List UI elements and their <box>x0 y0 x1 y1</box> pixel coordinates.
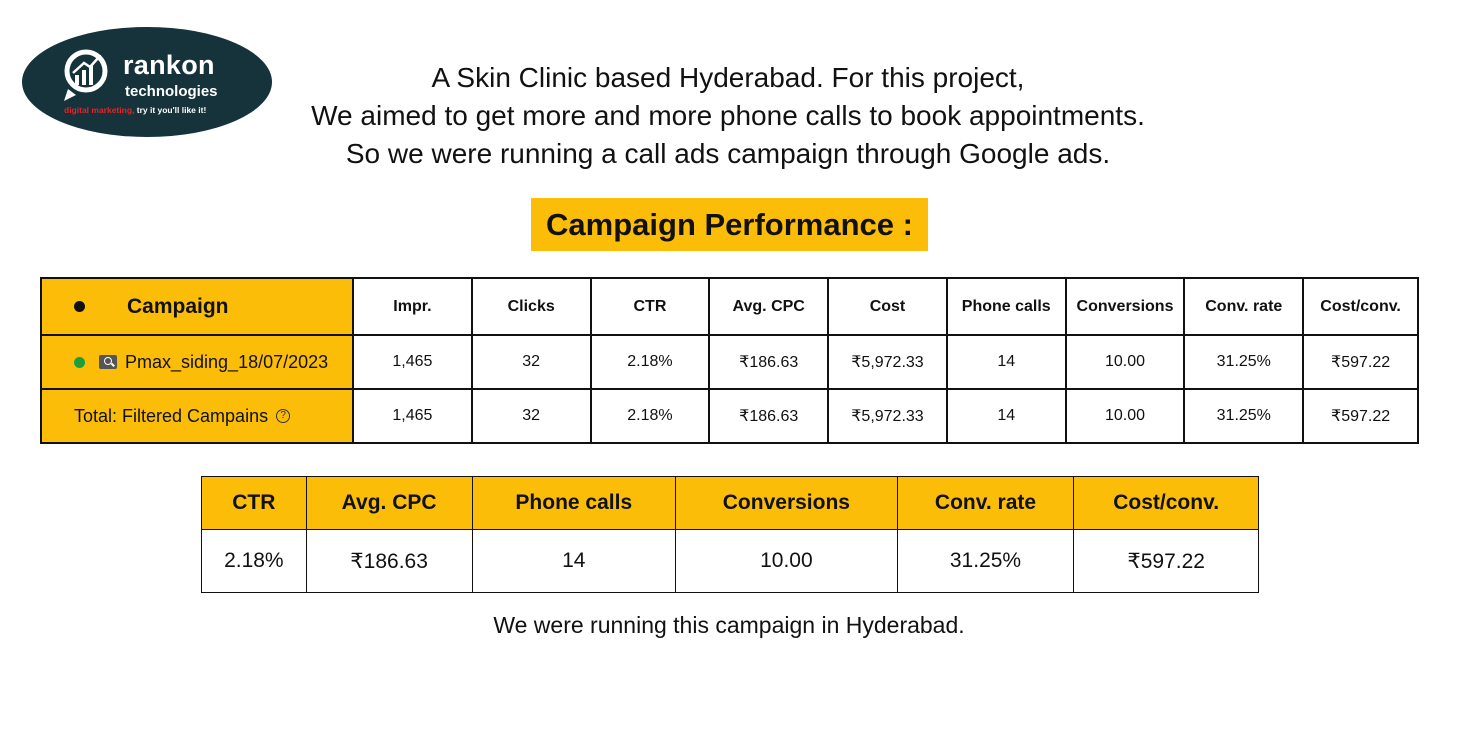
intro-line: A Skin Clinic based Hyderabad. For this … <box>431 62 1025 93</box>
total-cell: Total: Filtered Campains ? <box>39 388 355 444</box>
cell-impressions: 1,465 <box>352 388 473 444</box>
column-header: Cost <box>827 277 948 336</box>
column-header: Clicks <box>470 277 592 336</box>
logo-tagline: digital marketing, try it you'll like it… <box>64 105 206 115</box>
total-label: Total: Filtered Campains <box>74 405 269 426</box>
cell-impressions: 1,465 <box>352 334 473 390</box>
cell-clicks: 32 <box>470 388 592 444</box>
intro-line: We aimed to get more and more phone call… <box>311 100 1145 131</box>
logo-tagline-rest: try it you'll like it! <box>134 105 207 115</box>
enabled-status-icon <box>74 356 85 368</box>
summary-header: Conv. rate <box>896 476 1075 530</box>
summary-value: 14 <box>471 529 677 593</box>
table-row: Pmax_siding_18/07/2023 1,465 32 2.18% ₹1… <box>39 334 1419 390</box>
cell-ctr: 2.18% <box>589 334 711 390</box>
summary-value: 10.00 <box>675 529 898 593</box>
column-header: Phone calls <box>945 277 1067 336</box>
campaign-cell[interactable]: Pmax_siding_18/07/2023 <box>39 334 355 390</box>
summary-value: ₹186.63 <box>305 529 473 593</box>
summary-header: CTR <box>201 476 307 530</box>
footer-note: We were running this campaign in Hyderab… <box>493 612 965 638</box>
column-header: Conversions <box>1064 277 1186 336</box>
cell-avg-cpc: ₹186.63 <box>708 388 830 444</box>
column-header: CTR <box>589 277 711 336</box>
cell-conv-rate: 31.25% <box>1183 388 1305 444</box>
status-dot-icon <box>74 301 85 312</box>
cell-cost: ₹5,972.33 <box>827 388 948 444</box>
cell-phone-calls: 14 <box>945 334 1067 390</box>
cell-ctr: 2.18% <box>589 388 711 444</box>
intro-text: A Skin Clinic based Hyderabad. For this … <box>0 59 1456 173</box>
column-header: Impr. <box>352 277 473 336</box>
section-title: Campaign Performance : <box>531 198 928 251</box>
intro-line: So we were running a call ads campaign t… <box>345 138 1111 169</box>
summary-table: CTR Avg. CPC Phone calls Conversions Con… <box>201 476 1259 593</box>
cell-cost-per-conv: ₹597.22 <box>1302 388 1419 444</box>
column-header: Avg. CPC <box>708 277 830 336</box>
cell-conversions: 10.00 <box>1064 334 1186 390</box>
column-header: Cost/conv. <box>1302 277 1419 336</box>
column-header-label: Campaign <box>127 294 229 318</box>
column-header: Conv. rate <box>1183 277 1305 336</box>
cell-cost: ₹5,972.33 <box>827 334 948 390</box>
summary-value: 2.18% <box>201 529 307 593</box>
cell-avg-cpc: ₹186.63 <box>708 334 830 390</box>
summary-header: Cost/conv. <box>1073 476 1259 530</box>
campaign-name: Pmax_siding_18/07/2023 <box>125 351 329 372</box>
search-campaign-icon <box>99 355 117 369</box>
summary-header: Avg. CPC <box>305 476 473 530</box>
column-header-campaign: Campaign <box>39 277 355 336</box>
cell-clicks: 32 <box>470 334 592 390</box>
company-logo: rankon technologies digital marketing, t… <box>22 27 272 137</box>
table-header-row: Campaign Impr. Clicks CTR Avg. CPC Cost … <box>39 277 1419 336</box>
summary-value-row: 2.18% ₹186.63 14 10.00 31.25% ₹597.22 <box>201 529 1259 593</box>
logo-tagline-red: digital marketing, <box>64 105 135 115</box>
summary-header-row: CTR Avg. CPC Phone calls Conversions Con… <box>201 476 1259 530</box>
cell-phone-calls: 14 <box>945 388 1067 444</box>
cell-conv-rate: 31.25% <box>1183 334 1305 390</box>
summary-header: Conversions <box>675 476 898 530</box>
logo-name: rankon <box>123 50 215 80</box>
table-total-row: Total: Filtered Campains ? 1,465 32 2.18… <box>39 388 1419 444</box>
logo-subtitle: technologies <box>125 83 218 100</box>
summary-value: ₹597.22 <box>1073 529 1259 593</box>
cell-cost-per-conv: ₹597.22 <box>1302 334 1419 390</box>
campaign-table: Campaign Impr. Clicks CTR Avg. CPC Cost … <box>39 277 1419 444</box>
summary-value: 31.25% <box>896 529 1075 593</box>
cell-conversions: 10.00 <box>1064 388 1186 444</box>
summary-header: Phone calls <box>471 476 677 530</box>
help-icon[interactable]: ? <box>276 409 291 423</box>
logo-chart-icon <box>64 49 108 101</box>
